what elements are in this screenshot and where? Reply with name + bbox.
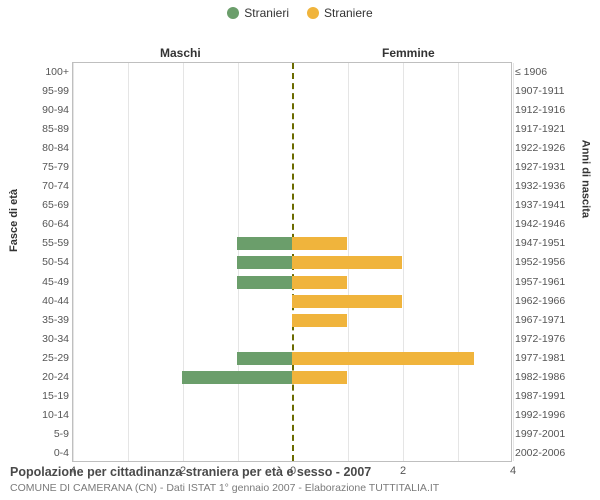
column-header-female: Femmine: [382, 46, 435, 60]
y-tick-birth: 1907-1911: [515, 82, 577, 101]
y-axis-right-title: Anni di nascita: [579, 140, 591, 218]
y-tick-age: 20-24: [31, 368, 69, 387]
y-tick-birth: 1982-1986: [515, 368, 577, 387]
age-row: 90-941912-1916: [73, 101, 511, 120]
gridline: [513, 63, 514, 461]
y-tick-birth: 1992-1996: [515, 406, 577, 425]
age-row: 80-841922-1926: [73, 139, 511, 158]
age-row: 30-341972-1976: [73, 330, 511, 349]
y-tick-age: 90-94: [31, 101, 69, 120]
age-row: 75-791927-1931: [73, 158, 511, 177]
y-tick-age: 70-74: [31, 177, 69, 196]
y-axis-left-title: Fasce di età: [8, 189, 20, 252]
y-tick-birth: 1957-1961: [515, 273, 577, 292]
age-row: 65-691937-1941: [73, 196, 511, 215]
chart-subtitle: COMUNE DI CAMERANA (CN) - Dati ISTAT 1° …: [10, 482, 439, 494]
age-row: 85-891917-1921: [73, 120, 511, 139]
y-tick-birth: 2002-2006: [515, 444, 577, 463]
x-tick: 2: [400, 465, 406, 477]
swatch-female: [307, 7, 319, 19]
x-tick: 4: [510, 465, 516, 477]
y-tick-age: 25-29: [31, 349, 69, 368]
y-tick-birth: 1947-1951: [515, 234, 577, 253]
age-row: 10-141992-1996: [73, 406, 511, 425]
bar-female: [292, 256, 402, 269]
y-tick-age: 100+: [31, 63, 69, 82]
age-row: 20-241982-1986: [73, 368, 511, 387]
legend-item-male: Stranieri: [227, 6, 289, 20]
age-row: 35-391967-1971: [73, 311, 511, 330]
age-row: 60-641942-1946: [73, 215, 511, 234]
age-row: 25-291977-1981: [73, 349, 511, 368]
legend-label-female: Straniere: [324, 6, 373, 20]
y-tick-birth: 1917-1921: [515, 120, 577, 139]
bar-male: [237, 256, 292, 269]
age-row: 50-541952-1956: [73, 253, 511, 272]
bar-male: [237, 352, 292, 365]
y-tick-age: 65-69: [31, 196, 69, 215]
swatch-male: [227, 7, 239, 19]
bar-female: [292, 237, 347, 250]
bar-male: [237, 237, 292, 250]
bar-male: [237, 276, 292, 289]
y-tick-age: 95-99: [31, 82, 69, 101]
age-row: 70-741932-1936: [73, 177, 511, 196]
bar-female: [292, 371, 347, 384]
legend: Stranieri Straniere: [0, 0, 600, 20]
y-tick-birth: 1997-2001: [515, 425, 577, 444]
age-row: 95-991907-1911: [73, 82, 511, 101]
y-tick-age: 35-39: [31, 311, 69, 330]
y-tick-birth: 1967-1971: [515, 311, 577, 330]
y-tick-age: 40-44: [31, 292, 69, 311]
y-tick-birth: 1987-1991: [515, 387, 577, 406]
y-tick-birth: 1937-1941: [515, 196, 577, 215]
y-tick-birth: ≤ 1906: [515, 63, 577, 82]
y-tick-birth: 1977-1981: [515, 349, 577, 368]
y-tick-birth: 1912-1916: [515, 101, 577, 120]
age-row: 55-591947-1951: [73, 234, 511, 253]
age-row: 40-441962-1966: [73, 292, 511, 311]
y-tick-birth: 1922-1926: [515, 139, 577, 158]
y-tick-age: 0-4: [31, 444, 69, 463]
bar-female: [292, 314, 347, 327]
age-row: 100+≤ 1906: [73, 63, 511, 82]
y-tick-age: 60-64: [31, 215, 69, 234]
y-tick-age: 5-9: [31, 425, 69, 444]
plot-area: 100+≤ 190695-991907-191190-941912-191685…: [72, 62, 512, 462]
bar-female: [292, 295, 402, 308]
y-tick-birth: 1952-1956: [515, 253, 577, 272]
age-row: 0-42002-2006: [73, 444, 511, 463]
bar-female: [292, 352, 474, 365]
bar-female: [292, 276, 347, 289]
y-tick-age: 30-34: [31, 330, 69, 349]
y-tick-birth: 1942-1946: [515, 215, 577, 234]
bar-male: [182, 371, 292, 384]
y-tick-birth: 1927-1931: [515, 158, 577, 177]
legend-label-male: Stranieri: [244, 6, 289, 20]
legend-item-female: Straniere: [307, 6, 373, 20]
age-row: 45-491957-1961: [73, 273, 511, 292]
y-tick-age: 50-54: [31, 253, 69, 272]
y-tick-age: 75-79: [31, 158, 69, 177]
age-row: 15-191987-1991: [73, 387, 511, 406]
y-tick-age: 45-49: [31, 273, 69, 292]
y-tick-age: 10-14: [31, 406, 69, 425]
y-tick-age: 80-84: [31, 139, 69, 158]
chart-title: Popolazione per cittadinanza straniera p…: [10, 465, 371, 479]
y-tick-birth: 1962-1966: [515, 292, 577, 311]
age-row: 5-91997-2001: [73, 425, 511, 444]
y-tick-birth: 1932-1936: [515, 177, 577, 196]
y-tick-age: 15-19: [31, 387, 69, 406]
y-tick-age: 85-89: [31, 120, 69, 139]
y-tick-birth: 1972-1976: [515, 330, 577, 349]
column-header-male: Maschi: [160, 46, 201, 60]
y-tick-age: 55-59: [31, 234, 69, 253]
